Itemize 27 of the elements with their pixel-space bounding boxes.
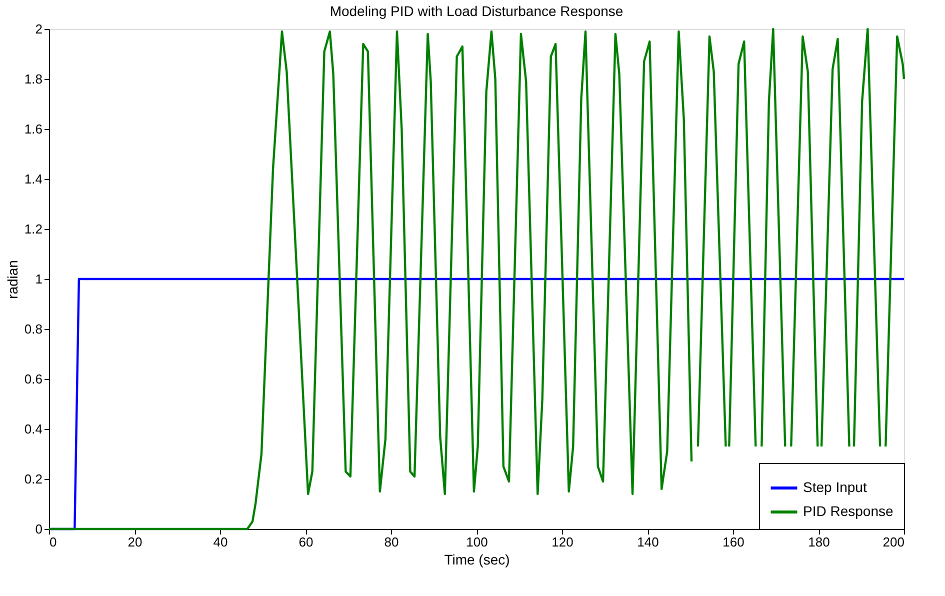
y-tick-label: 0: [35, 522, 42, 536]
y-tick-label: 0.6: [24, 372, 42, 386]
x-tick-label: 160: [722, 534, 744, 550]
x-tick-label: 100: [466, 534, 488, 550]
x-tick-label: 20: [128, 534, 142, 550]
y-tick-label: 0.8: [24, 322, 42, 336]
x-tick-label: 0: [50, 534, 57, 550]
x-tick-label: 40: [213, 534, 228, 550]
x-tick-label: 80: [384, 534, 399, 550]
y-tick-label: 1.8: [24, 72, 42, 86]
chart-title: Modeling PID with Load Disturbance Response: [330, 3, 624, 19]
legend-label: Step Input: [803, 479, 867, 495]
legend-label: PID Response: [803, 503, 894, 519]
x-tick-label: 200: [882, 534, 904, 550]
x-tick-label: 120: [552, 534, 574, 550]
y-tick-label: 1.4: [24, 172, 42, 186]
x-tick-label: 180: [808, 534, 830, 550]
x-tick-label: 140: [637, 534, 659, 550]
x-axis-title: Time (sec): [444, 552, 510, 568]
y-tick-label: 0.4: [24, 422, 42, 436]
y-tick-label: 1.2: [24, 222, 42, 236]
y-tick-label: 1: [35, 272, 42, 286]
y-tick-label: 2: [35, 22, 42, 36]
y-axis-title: radian: [4, 260, 20, 299]
y-tick-label: 0.2: [24, 472, 42, 486]
y-tick-label: 1.6: [24, 122, 42, 136]
x-tick-label: 60: [298, 534, 314, 550]
